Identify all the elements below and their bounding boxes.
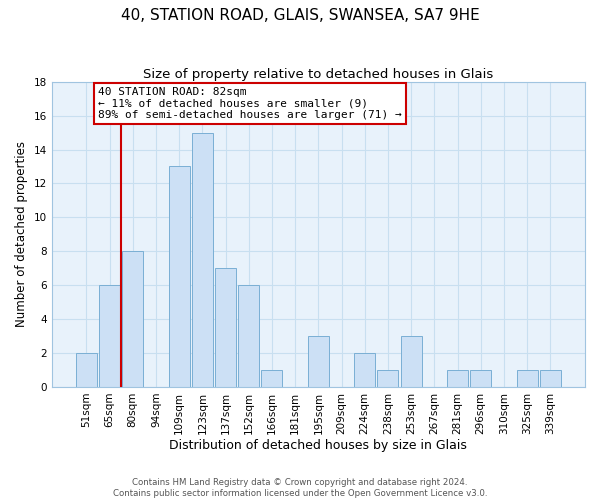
Bar (76, 353, 97, 387)
X-axis label: Distribution of detached houses by size in Glais: Distribution of detached houses by size … (169, 440, 467, 452)
Bar (262, 370, 283, 387)
Text: 40, STATION ROAD, GLAIS, SWANSEA, SA7 9HE: 40, STATION ROAD, GLAIS, SWANSEA, SA7 9H… (121, 8, 479, 22)
Text: Contains HM Land Registry data © Crown copyright and database right 2024.
Contai: Contains HM Land Registry data © Crown c… (113, 478, 487, 498)
Bar (401, 336, 422, 387)
Bar (169, 166, 190, 387)
Bar (470, 370, 491, 387)
Bar (238, 285, 259, 387)
Bar (192, 132, 213, 387)
Bar (308, 336, 329, 387)
Bar (517, 370, 538, 387)
Bar (447, 370, 468, 387)
Title: Size of property relative to detached houses in Glais: Size of property relative to detached ho… (143, 68, 493, 80)
Bar (122, 252, 143, 387)
Y-axis label: Number of detached properties: Number of detached properties (15, 142, 28, 328)
Bar (377, 370, 398, 387)
Bar (215, 268, 236, 387)
Bar (354, 353, 375, 387)
Bar (99, 285, 120, 387)
Bar (540, 370, 561, 387)
Text: 40 STATION ROAD: 82sqm
← 11% of detached houses are smaller (9)
89% of semi-deta: 40 STATION ROAD: 82sqm ← 11% of detached… (98, 87, 401, 120)
